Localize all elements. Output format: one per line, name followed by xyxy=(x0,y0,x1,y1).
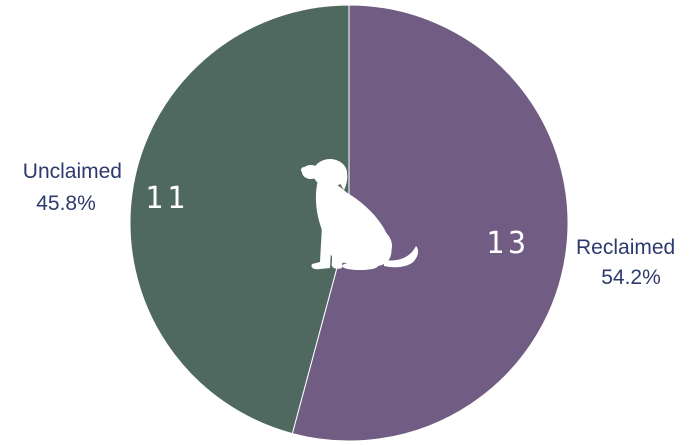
pie-slice-reclaimed xyxy=(291,4,569,442)
slice-count-reclaimed: 13 xyxy=(486,226,530,261)
dog-icon xyxy=(301,159,419,270)
slice-label-reclaimed: Reclaimed xyxy=(576,236,675,259)
pie-slices xyxy=(129,4,569,442)
slice-count-unclaimed: 11 xyxy=(145,181,189,216)
slice-label-unclaimed: Unclaimed xyxy=(23,160,122,183)
pie-slice-unclaimed xyxy=(129,4,350,435)
slice-percent-unclaimed: 45.8% xyxy=(36,192,96,215)
slice-percent-reclaimed: 54.2% xyxy=(601,266,661,289)
